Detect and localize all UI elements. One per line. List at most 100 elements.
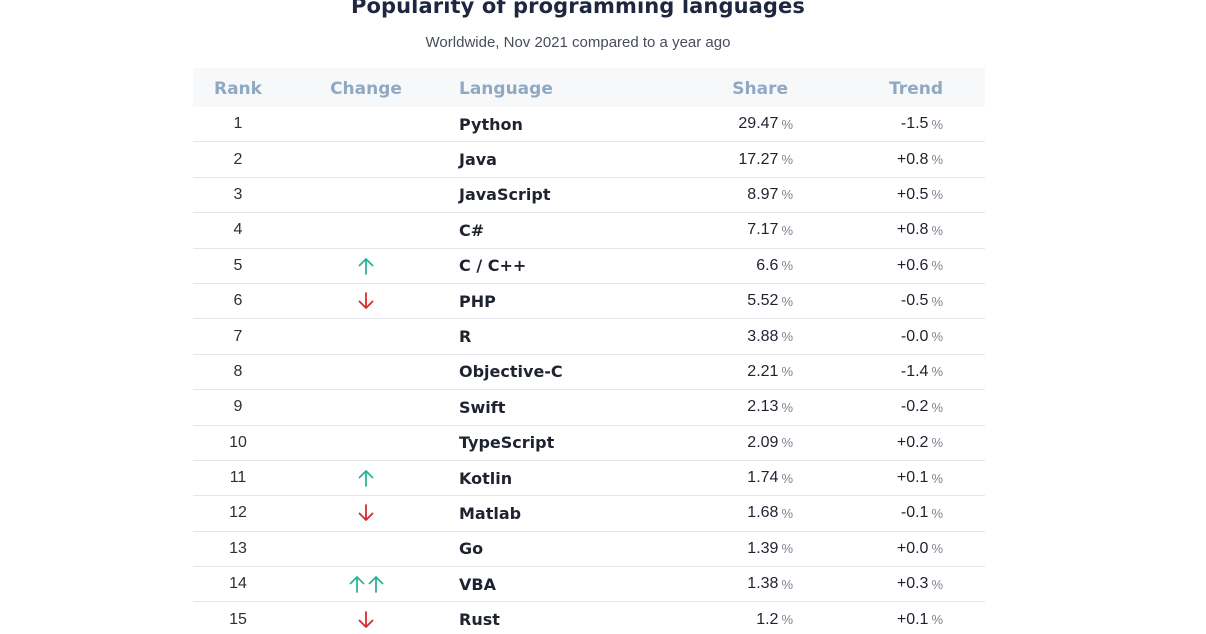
rank-cell: 14 — [229, 575, 247, 593]
trend-cell: -1.5% — [793, 107, 943, 141]
arrow-down-icon — [358, 292, 374, 310]
trend-value: +0.1 — [896, 610, 929, 628]
change-cell — [311, 249, 421, 283]
rank-cell: 5 — [233, 256, 243, 274]
trend-cell: +0.5% — [793, 178, 943, 212]
change-arrows — [357, 291, 375, 311]
change-cell — [311, 142, 421, 176]
percent-sign: % — [931, 541, 943, 557]
share-value: 17.27 — [738, 150, 779, 168]
trend-value: -1.4 — [900, 362, 929, 380]
share-cell: 2.13% — [633, 390, 793, 424]
language-cell: Swift — [459, 397, 506, 417]
percent-sign: % — [931, 116, 943, 132]
language-cell: Go — [459, 539, 484, 559]
rank-cell: 13 — [229, 539, 247, 557]
share-cell: 8.97% — [633, 178, 793, 212]
language-cell: Objective-C — [459, 362, 563, 382]
percent-sign: % — [931, 505, 943, 521]
language-cell: PHP — [459, 291, 496, 311]
change-cell — [311, 532, 421, 566]
share-cell: 2.09% — [633, 426, 793, 460]
share-value: 2.21 — [747, 362, 779, 380]
share-cell: 3.88% — [633, 319, 793, 353]
header-share[interactable]: Share — [732, 78, 788, 99]
change-cell — [311, 213, 421, 247]
change-cell — [311, 319, 421, 353]
trend-cell: -0.2% — [793, 390, 943, 424]
trend-cell: +0.1% — [793, 602, 943, 634]
table-row: 1 Python 29.47% -1.5% — [193, 107, 985, 143]
rank-cell: 1 — [233, 115, 243, 133]
percent-sign: % — [781, 399, 793, 415]
arrow-down-icon — [358, 504, 374, 522]
percent-sign: % — [931, 222, 943, 238]
share-value: 8.97 — [747, 185, 779, 203]
rank-cell: 12 — [229, 504, 247, 522]
table-row: 2 Java 17.27% +0.8% — [193, 142, 985, 178]
share-cell: 17.27% — [633, 142, 793, 176]
share-value: 5.52 — [747, 292, 779, 310]
change-cell — [311, 602, 421, 634]
table-row: 12 Matlab 1.68% -0.1% — [193, 496, 985, 532]
share-value: 29.47 — [738, 115, 779, 133]
percent-sign: % — [781, 541, 793, 557]
trend-value: -1.5 — [900, 115, 929, 133]
percent-sign: % — [931, 258, 943, 274]
percent-sign: % — [781, 329, 793, 345]
rank-cell: 2 — [233, 150, 243, 168]
table-row: 4 C# 7.17% +0.8% — [193, 213, 985, 249]
share-cell: 1.2% — [633, 602, 793, 634]
share-cell: 29.47% — [633, 107, 793, 141]
change-arrows — [348, 574, 385, 594]
header-rank[interactable]: Rank — [214, 78, 262, 99]
change-cell — [311, 426, 421, 460]
percent-sign: % — [781, 470, 793, 486]
percent-sign: % — [781, 152, 793, 168]
share-value: 1.68 — [747, 504, 779, 522]
percent-sign: % — [781, 116, 793, 132]
percent-sign: % — [931, 329, 943, 345]
trend-value: +0.8 — [896, 221, 929, 239]
change-cell — [311, 284, 421, 318]
trend-cell: -1.4% — [793, 355, 943, 389]
trend-cell: +0.8% — [793, 213, 943, 247]
share-value: 1.74 — [747, 469, 779, 487]
share-cell: 1.68% — [633, 496, 793, 530]
trend-value: +0.6 — [896, 256, 929, 274]
header-trend[interactable]: Trend — [889, 78, 943, 99]
percent-sign: % — [781, 435, 793, 451]
rank-cell: 7 — [233, 327, 243, 345]
table-row: 9 Swift 2.13% -0.2% — [193, 390, 985, 426]
header-change[interactable]: Change — [330, 78, 402, 99]
arrow-up-icon — [349, 576, 364, 594]
arrow-up-icon — [358, 470, 374, 487]
trend-value: -0.2 — [900, 398, 929, 416]
percent-sign: % — [931, 364, 943, 380]
trend-cell: -0.1% — [793, 496, 943, 530]
language-cell: C# — [459, 220, 485, 240]
trend-value: -0.1 — [900, 504, 929, 522]
table-row: 7 R 3.88% -0.0% — [193, 319, 985, 355]
percent-sign: % — [781, 576, 793, 592]
share-cell: 1.38% — [633, 567, 793, 601]
rank-cell: 6 — [233, 292, 243, 310]
arrow-up-icon — [368, 576, 383, 594]
change-arrows — [357, 468, 375, 488]
percent-sign: % — [781, 293, 793, 309]
share-value: 7.17 — [747, 221, 779, 239]
language-cell: VBA — [459, 574, 496, 594]
share-value: 1.2 — [756, 610, 779, 628]
share-cell: 1.74% — [633, 461, 793, 495]
language-cell: Matlab — [459, 503, 522, 523]
percent-sign: % — [781, 258, 793, 274]
header-language[interactable]: Language — [459, 78, 553, 99]
share-value: 3.88 — [747, 327, 779, 345]
trend-value: +0.1 — [896, 469, 929, 487]
arrow-up-icon — [358, 257, 374, 275]
language-cell: TypeScript — [459, 433, 555, 453]
trend-value: -0.0 — [900, 327, 929, 345]
language-cell: Rust — [459, 610, 500, 630]
page-subtitle: Worldwide, Nov 2021 compared to a year a… — [425, 34, 731, 51]
